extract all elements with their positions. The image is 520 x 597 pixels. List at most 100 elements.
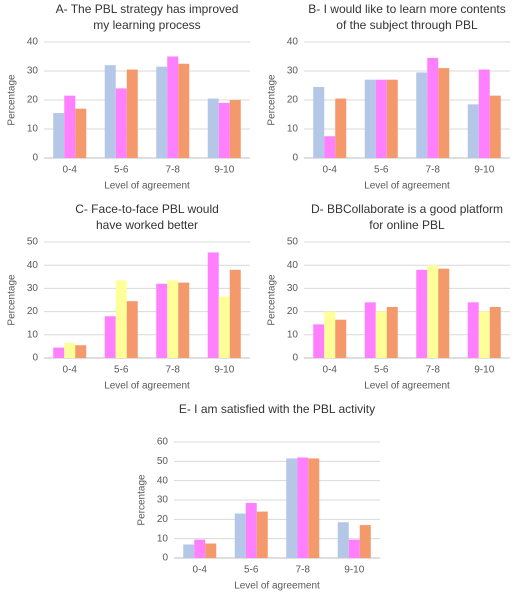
y-axis-label: Percentage bbox=[7, 74, 18, 126]
bar bbox=[297, 457, 309, 558]
bar bbox=[324, 136, 336, 158]
y-axis-label: Percentage bbox=[7, 274, 18, 326]
x-axis-label: Level of agreement bbox=[364, 381, 450, 392]
x-tick-label: 7-8 bbox=[426, 365, 441, 376]
x-tick-label: 5-6 bbox=[114, 165, 129, 176]
x-tick-label: 7-8 bbox=[166, 165, 181, 176]
chart-title: have worked better bbox=[96, 218, 198, 232]
bar bbox=[375, 79, 387, 158]
bar bbox=[178, 63, 190, 158]
bar bbox=[207, 252, 219, 358]
y-tick-label: 0 bbox=[292, 153, 298, 164]
bar bbox=[229, 100, 241, 158]
bar bbox=[386, 79, 398, 158]
y-tick-label: 30 bbox=[157, 495, 169, 506]
y-tick-label: 40 bbox=[287, 37, 299, 48]
y-tick-label: 10 bbox=[287, 329, 299, 340]
bar bbox=[438, 268, 450, 358]
y-tick-label: 40 bbox=[157, 475, 169, 486]
chart-title: for online PBL bbox=[369, 218, 445, 232]
bar bbox=[156, 66, 168, 158]
bar bbox=[115, 88, 127, 158]
bar bbox=[386, 306, 398, 358]
y-tick-label: 0 bbox=[162, 553, 168, 564]
bar bbox=[324, 311, 336, 358]
bar bbox=[64, 342, 76, 358]
bar bbox=[489, 306, 501, 358]
bar bbox=[104, 65, 116, 158]
bar bbox=[375, 311, 387, 358]
bar bbox=[53, 113, 65, 158]
y-tick-label: 20 bbox=[27, 306, 39, 317]
bar bbox=[167, 280, 179, 358]
y-tick-label: 50 bbox=[27, 237, 39, 248]
x-tick-label: 9-10 bbox=[474, 165, 494, 176]
chart-title: A- The PBL strategy has improved bbox=[56, 2, 239, 16]
bar bbox=[348, 539, 360, 558]
y-tick-label: 30 bbox=[27, 283, 39, 294]
bar bbox=[467, 302, 479, 358]
chart-title: C- Face-to-face PBL would bbox=[75, 202, 219, 216]
chart-title: my learning process bbox=[93, 18, 200, 32]
x-tick-label: 0-4 bbox=[323, 165, 338, 176]
y-tick-label: 0 bbox=[292, 353, 298, 364]
y-tick-label: 40 bbox=[27, 37, 39, 48]
bar bbox=[256, 511, 268, 558]
x-tick-label: 9-10 bbox=[474, 365, 494, 376]
x-tick-label: 0-4 bbox=[63, 165, 78, 176]
y-tick-label: 30 bbox=[287, 66, 299, 77]
bar bbox=[229, 269, 241, 358]
bar bbox=[335, 319, 347, 358]
y-tick-label: 0 bbox=[32, 353, 38, 364]
y-tick-label: 60 bbox=[157, 437, 169, 448]
bar bbox=[438, 68, 450, 158]
bar bbox=[313, 324, 325, 358]
bar bbox=[205, 543, 217, 558]
bar bbox=[194, 539, 206, 558]
y-tick-label: 30 bbox=[27, 66, 39, 77]
y-tick-label: 10 bbox=[27, 329, 39, 340]
y-tick-label: 50 bbox=[157, 456, 169, 467]
bar bbox=[416, 72, 428, 158]
bar bbox=[335, 98, 347, 158]
x-tick-label: 0-4 bbox=[63, 365, 78, 376]
y-tick-label: 20 bbox=[287, 306, 299, 317]
bar bbox=[286, 458, 298, 558]
bar bbox=[75, 345, 87, 358]
bar bbox=[308, 458, 320, 558]
y-tick-label: 0 bbox=[32, 153, 38, 164]
x-axis-label: Level of agreement bbox=[364, 181, 450, 192]
bar bbox=[427, 57, 439, 159]
chart-title: of the subject through PBL bbox=[336, 18, 478, 32]
x-tick-label: 5-6 bbox=[244, 565, 259, 576]
x-tick-label: 0-4 bbox=[193, 565, 208, 576]
bar bbox=[218, 102, 230, 158]
x-axis-label: Level of agreement bbox=[104, 181, 190, 192]
bar bbox=[75, 108, 87, 158]
y-tick-label: 20 bbox=[27, 95, 39, 106]
bar bbox=[207, 98, 219, 158]
y-axis-label: Percentage bbox=[137, 474, 148, 526]
bar bbox=[478, 311, 490, 358]
bar bbox=[183, 544, 195, 558]
y-tick-label: 10 bbox=[287, 124, 299, 135]
bar bbox=[104, 316, 116, 358]
x-tick-label: 7-8 bbox=[166, 365, 181, 376]
bar bbox=[359, 525, 371, 558]
x-tick-label: 9-10 bbox=[214, 165, 234, 176]
x-tick-label: 9-10 bbox=[214, 365, 234, 376]
y-tick-label: 40 bbox=[27, 260, 39, 271]
bar bbox=[416, 269, 428, 358]
x-tick-label: 7-8 bbox=[426, 165, 441, 176]
bar bbox=[245, 502, 257, 558]
bar bbox=[427, 265, 439, 358]
y-tick-label: 10 bbox=[27, 124, 39, 135]
x-axis-label: Level of agreement bbox=[104, 381, 190, 392]
y-axis-label: Percentage bbox=[267, 74, 278, 126]
x-tick-label: 7-8 bbox=[296, 565, 311, 576]
y-tick-label: 20 bbox=[157, 514, 169, 525]
bar bbox=[218, 296, 230, 358]
x-tick-label: 5-6 bbox=[374, 165, 389, 176]
bar bbox=[313, 86, 325, 158]
